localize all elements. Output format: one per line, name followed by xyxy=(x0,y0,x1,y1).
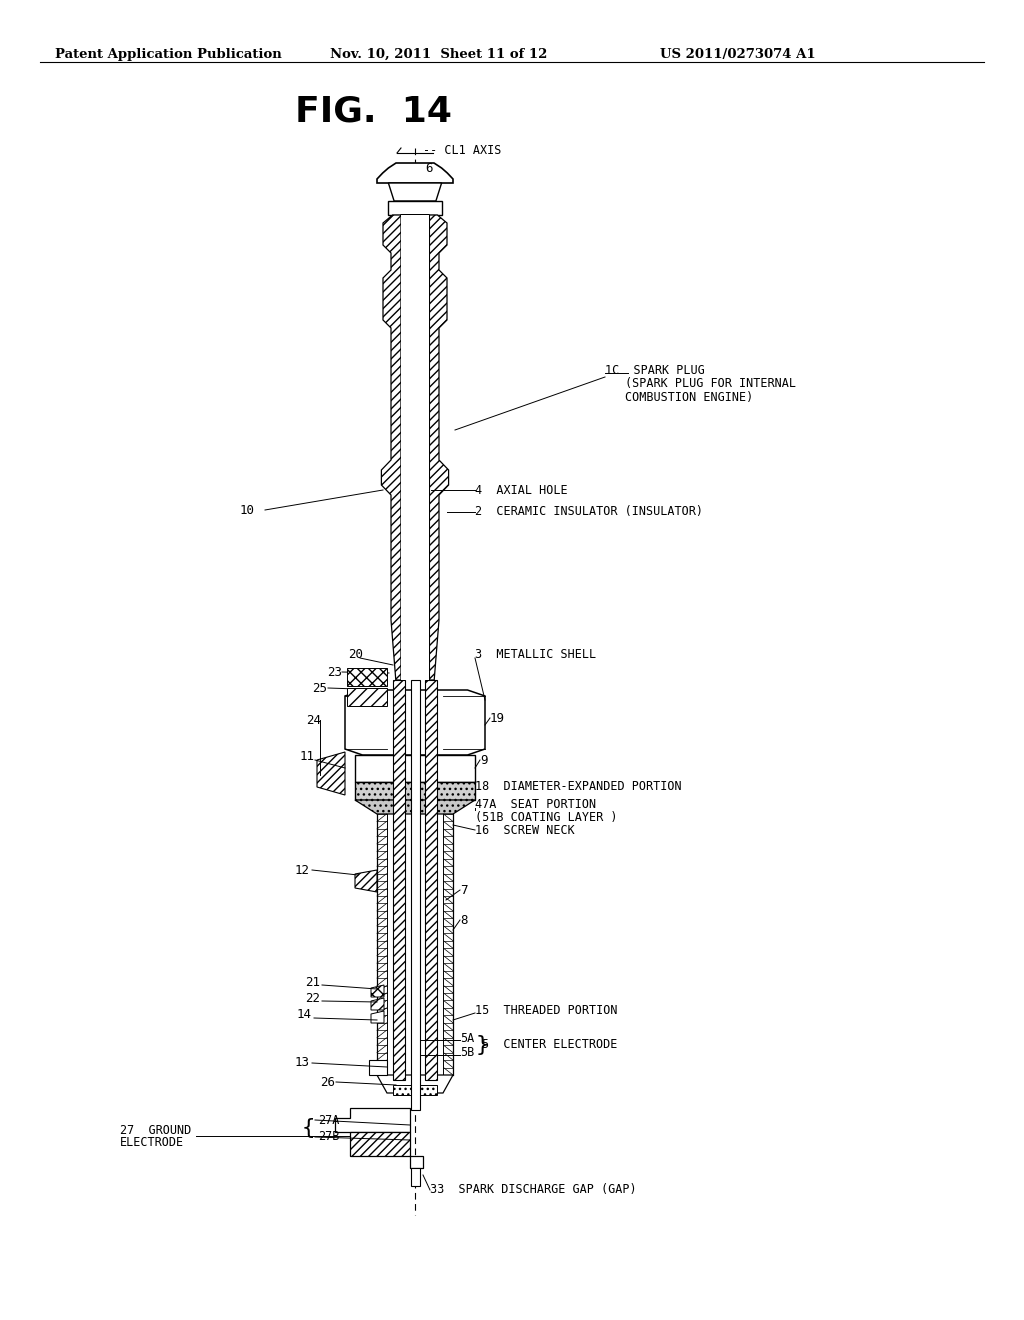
Text: 7: 7 xyxy=(460,883,468,896)
Polygon shape xyxy=(381,215,449,680)
Text: 33  SPARK DISCHARGE GAP (GAP): 33 SPARK DISCHARGE GAP (GAP) xyxy=(430,1184,637,1196)
Polygon shape xyxy=(355,755,475,781)
Text: 25: 25 xyxy=(312,681,327,694)
Polygon shape xyxy=(345,690,485,755)
Polygon shape xyxy=(388,201,441,215)
Polygon shape xyxy=(347,688,387,706)
Polygon shape xyxy=(425,680,437,1080)
Text: Nov. 10, 2011  Sheet 11 of 12: Nov. 10, 2011 Sheet 11 of 12 xyxy=(330,48,548,61)
Polygon shape xyxy=(377,162,453,183)
Text: 5B: 5B xyxy=(460,1047,474,1060)
Polygon shape xyxy=(371,985,384,997)
Text: 23: 23 xyxy=(327,665,342,678)
Text: 15  THREADED PORTION: 15 THREADED PORTION xyxy=(475,1003,617,1016)
Polygon shape xyxy=(371,998,384,1010)
Bar xyxy=(411,680,420,1110)
Text: (SPARK PLUG FOR INTERNAL: (SPARK PLUG FOR INTERNAL xyxy=(625,378,796,391)
Text: US 2011/0273074 A1: US 2011/0273074 A1 xyxy=(660,48,816,61)
Text: 1C  SPARK PLUG: 1C SPARK PLUG xyxy=(605,363,705,376)
Polygon shape xyxy=(317,752,345,795)
Text: 5A: 5A xyxy=(460,1031,474,1044)
Polygon shape xyxy=(410,1156,423,1168)
Polygon shape xyxy=(355,781,475,800)
Text: 24: 24 xyxy=(306,714,321,726)
Polygon shape xyxy=(369,1060,387,1074)
Polygon shape xyxy=(355,800,475,814)
Text: 5  CENTER ELECTRODE: 5 CENTER ELECTRODE xyxy=(482,1039,617,1052)
Text: 14: 14 xyxy=(297,1008,312,1022)
Text: 3  METALLIC SHELL: 3 METALLIC SHELL xyxy=(475,648,596,661)
Bar xyxy=(401,215,429,680)
Text: }: } xyxy=(476,1035,489,1055)
Text: -- CL1 AXIS: -- CL1 AXIS xyxy=(423,144,502,157)
Text: 16  SCREW NECK: 16 SCREW NECK xyxy=(475,824,574,837)
Text: 27A: 27A xyxy=(318,1114,339,1126)
Polygon shape xyxy=(388,183,441,201)
Polygon shape xyxy=(350,1133,410,1156)
Polygon shape xyxy=(355,870,377,892)
Text: 47A  SEAT PORTION: 47A SEAT PORTION xyxy=(475,797,596,810)
Text: 27  GROUND: 27 GROUND xyxy=(120,1123,191,1137)
Text: ELECTRODE: ELECTRODE xyxy=(120,1137,184,1150)
Text: 4  AXIAL HOLE: 4 AXIAL HOLE xyxy=(475,483,567,496)
Text: (51B COATING LAYER ): (51B COATING LAYER ) xyxy=(475,810,617,824)
Text: 21: 21 xyxy=(305,975,319,989)
Text: 27B: 27B xyxy=(318,1130,339,1143)
Text: 6: 6 xyxy=(425,161,432,174)
Polygon shape xyxy=(371,1011,384,1023)
Bar xyxy=(393,1085,437,1096)
Text: 20: 20 xyxy=(348,648,362,661)
Polygon shape xyxy=(377,1074,453,1093)
Text: 11: 11 xyxy=(300,751,315,763)
Text: FIG.  14: FIG. 14 xyxy=(295,95,452,129)
Polygon shape xyxy=(347,668,387,686)
Text: 10: 10 xyxy=(240,503,255,516)
Bar xyxy=(411,1168,420,1185)
Text: 26: 26 xyxy=(319,1076,335,1089)
Text: Patent Application Publication: Patent Application Publication xyxy=(55,48,282,61)
Text: COMBUSTION ENGINE): COMBUSTION ENGINE) xyxy=(625,391,754,404)
Text: 19: 19 xyxy=(490,711,505,725)
Text: 2  CERAMIC INSULATOR (INSULATOR): 2 CERAMIC INSULATOR (INSULATOR) xyxy=(475,506,703,519)
Text: 12: 12 xyxy=(295,863,310,876)
Polygon shape xyxy=(393,680,406,1080)
Text: 8: 8 xyxy=(460,913,468,927)
Text: {: { xyxy=(302,1118,315,1138)
Text: 18  DIAMETER-EXPANDED PORTION: 18 DIAMETER-EXPANDED PORTION xyxy=(475,780,682,793)
Polygon shape xyxy=(335,1107,410,1133)
Text: 22: 22 xyxy=(305,991,319,1005)
Text: 9: 9 xyxy=(480,754,487,767)
Text: 13: 13 xyxy=(295,1056,310,1069)
